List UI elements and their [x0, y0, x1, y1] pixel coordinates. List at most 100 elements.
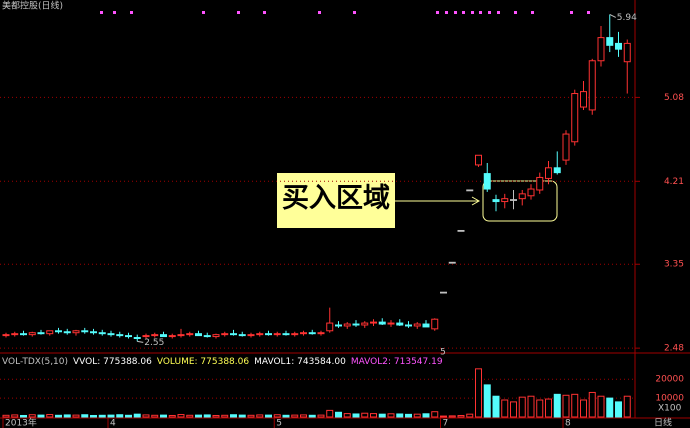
candle-body	[326, 322, 334, 332]
y-tick-label: 5.08	[664, 93, 684, 103]
candle-body	[37, 332, 45, 335]
chart-title: 美都控股(日线)	[2, 0, 63, 12]
volume-bar	[378, 413, 386, 418]
volume-bar	[475, 368, 482, 418]
candle-body	[597, 37, 605, 62]
candle-body	[265, 333, 272, 336]
candle-body	[28, 332, 36, 336]
volume-bar	[273, 414, 281, 418]
candle-body	[396, 322, 404, 326]
volume-bar	[256, 414, 264, 418]
volume-bar	[203, 414, 211, 418]
volume-bar	[431, 411, 439, 418]
period-label: 日线	[654, 417, 672, 428]
candle-body	[501, 198, 509, 203]
volume-bar	[37, 414, 45, 418]
volume-bar	[553, 393, 561, 418]
candle-body	[457, 229, 465, 232]
volume-bar	[98, 414, 106, 418]
y-tick-label: 10000	[655, 394, 684, 404]
volume-bar	[28, 414, 36, 418]
volume-bar	[11, 414, 19, 418]
x-tick-label: 4	[110, 419, 116, 428]
volume-unit: X100	[658, 404, 682, 414]
volume-bar	[606, 397, 614, 418]
candle-body	[273, 333, 281, 336]
candle-body	[475, 154, 482, 166]
volume-bar	[387, 413, 395, 418]
volume-bar	[510, 401, 517, 418]
volume-bar	[116, 414, 124, 418]
candle-body	[440, 291, 447, 294]
candle-body	[588, 60, 596, 111]
candle-body	[142, 335, 150, 338]
candle-body	[291, 333, 299, 336]
legend-entry: VOLUME: 775388.06	[157, 357, 250, 367]
volume-bar	[571, 393, 579, 418]
candle-body	[431, 318, 439, 330]
volume-bar	[265, 414, 272, 418]
volume-bar	[247, 414, 255, 418]
candle-body	[317, 332, 325, 335]
candle-body	[46, 330, 54, 335]
volume-bar	[518, 396, 526, 418]
candle-body	[623, 42, 631, 63]
candle-body	[606, 37, 614, 46]
volume-bar	[46, 414, 54, 418]
candle-body	[177, 334, 185, 337]
volume-bar	[483, 384, 491, 418]
candle-body	[343, 323, 351, 327]
volume-bar	[361, 412, 369, 418]
candle-body	[378, 321, 386, 325]
candle-body	[483, 173, 491, 190]
low-pointer	[137, 340, 144, 343]
candle-body	[186, 333, 194, 336]
candle-body	[308, 332, 316, 335]
candle-body	[335, 324, 342, 327]
high-label: 5.94	[617, 13, 637, 23]
candle-body	[553, 167, 561, 174]
volume-bar	[501, 399, 509, 418]
volume-bar	[466, 413, 474, 418]
volume-bar	[151, 414, 159, 418]
candle-body	[536, 176, 544, 191]
volume-bar	[2, 414, 10, 418]
candle-body	[151, 334, 159, 337]
candle-body	[247, 334, 255, 337]
candle-body	[195, 333, 202, 337]
volume-bar	[212, 414, 220, 418]
candle-body	[361, 322, 369, 326]
candle-body	[282, 333, 290, 336]
volume-bar	[422, 413, 430, 418]
marker-label: 5	[440, 348, 446, 358]
annotation-box	[277, 173, 395, 228]
volume-bar	[352, 413, 360, 418]
candle-body	[107, 333, 115, 336]
candle-body	[168, 335, 176, 338]
volume-legend: VOL-TDX(5,10) VVOL: 775388.06 VOLUME: 7753…	[2, 357, 443, 367]
y-tick-label: 2.48	[664, 344, 684, 354]
candle-body	[160, 334, 167, 338]
candle-body	[545, 167, 552, 179]
candle-body	[116, 334, 124, 337]
candle-body	[63, 331, 71, 334]
candle-body	[238, 334, 246, 337]
candle-body	[370, 321, 377, 324]
y-tick-label: 20000	[655, 375, 684, 385]
volume-bar	[615, 401, 622, 418]
candle-body	[221, 333, 229, 336]
volume-bar	[317, 414, 325, 418]
x-tick-label: 2013年	[5, 417, 37, 428]
candle-body	[492, 199, 500, 203]
candle-body	[81, 330, 89, 333]
candle-body	[562, 133, 570, 161]
candle-body	[90, 331, 97, 334]
volume-bar	[107, 414, 115, 418]
volume-bar	[282, 414, 290, 418]
candle-body	[405, 324, 412, 327]
volume-bar	[335, 411, 342, 418]
volume-bar	[413, 413, 421, 418]
volume-bar	[195, 414, 202, 418]
volume-bar	[90, 414, 97, 418]
